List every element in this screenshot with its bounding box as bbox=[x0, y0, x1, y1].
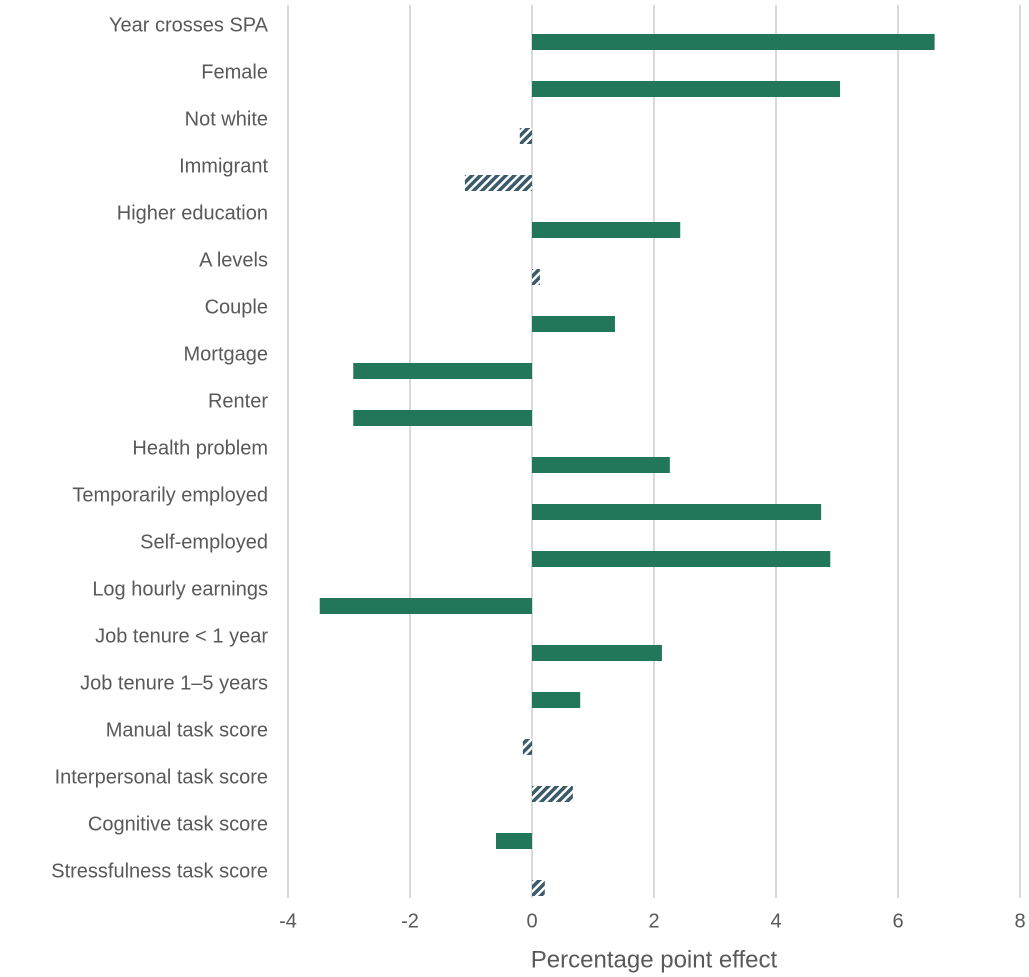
bar bbox=[532, 692, 581, 708]
y-tick-label: Year crosses SPA bbox=[109, 14, 269, 36]
bar bbox=[353, 410, 532, 426]
bar bbox=[522, 739, 532, 755]
y-tick-label: Log hourly earnings bbox=[92, 578, 268, 600]
y-tick-label: Interpersonal task score bbox=[55, 766, 268, 788]
y-tick-label: Self-employed bbox=[140, 531, 268, 553]
y-tick-label: A levels bbox=[199, 249, 268, 271]
y-tick-label: Manual task score bbox=[106, 719, 268, 741]
bar bbox=[532, 316, 615, 332]
bar bbox=[532, 551, 831, 567]
x-tick-label: 0 bbox=[526, 910, 537, 932]
x-axis-title: Percentage point effect bbox=[531, 946, 778, 973]
bar bbox=[532, 34, 935, 50]
x-tick-label: -4 bbox=[279, 910, 297, 932]
y-tick-label: Health problem bbox=[132, 437, 268, 459]
x-tick-label: 6 bbox=[892, 910, 903, 932]
y-tick-label: Higher education bbox=[117, 202, 268, 224]
y-tick-label: Female bbox=[201, 61, 268, 83]
bar bbox=[532, 880, 545, 896]
bar bbox=[532, 457, 670, 473]
bar bbox=[464, 175, 532, 191]
y-tick-label: Stressfulness task score bbox=[51, 860, 268, 882]
x-tick-label: 8 bbox=[1014, 910, 1025, 932]
x-tick-label: 4 bbox=[770, 910, 781, 932]
bar bbox=[532, 269, 540, 285]
y-tick-label: Job tenure < 1 year bbox=[95, 625, 268, 647]
x-tick-label: 2 bbox=[648, 910, 659, 932]
bar bbox=[496, 833, 532, 849]
y-tick-label: Mortgage bbox=[184, 343, 269, 365]
y-tick-label: Cognitive task score bbox=[88, 813, 268, 835]
bar bbox=[353, 363, 532, 379]
bar bbox=[532, 504, 822, 520]
y-tick-label: Couple bbox=[205, 296, 268, 318]
bar bbox=[532, 786, 573, 802]
x-tick-label: -2 bbox=[401, 910, 419, 932]
bar bbox=[519, 128, 532, 144]
y-tick-label: Temporarily employed bbox=[72, 484, 268, 506]
y-tick-label: Job tenure 1–5 years bbox=[80, 672, 268, 694]
y-tick-label: Renter bbox=[208, 390, 268, 412]
y-tick-label: Not white bbox=[185, 108, 268, 130]
bar bbox=[532, 645, 662, 661]
bar bbox=[532, 81, 841, 97]
bar bbox=[319, 598, 532, 614]
bar bbox=[532, 222, 681, 238]
y-tick-label: Immigrant bbox=[179, 155, 268, 177]
